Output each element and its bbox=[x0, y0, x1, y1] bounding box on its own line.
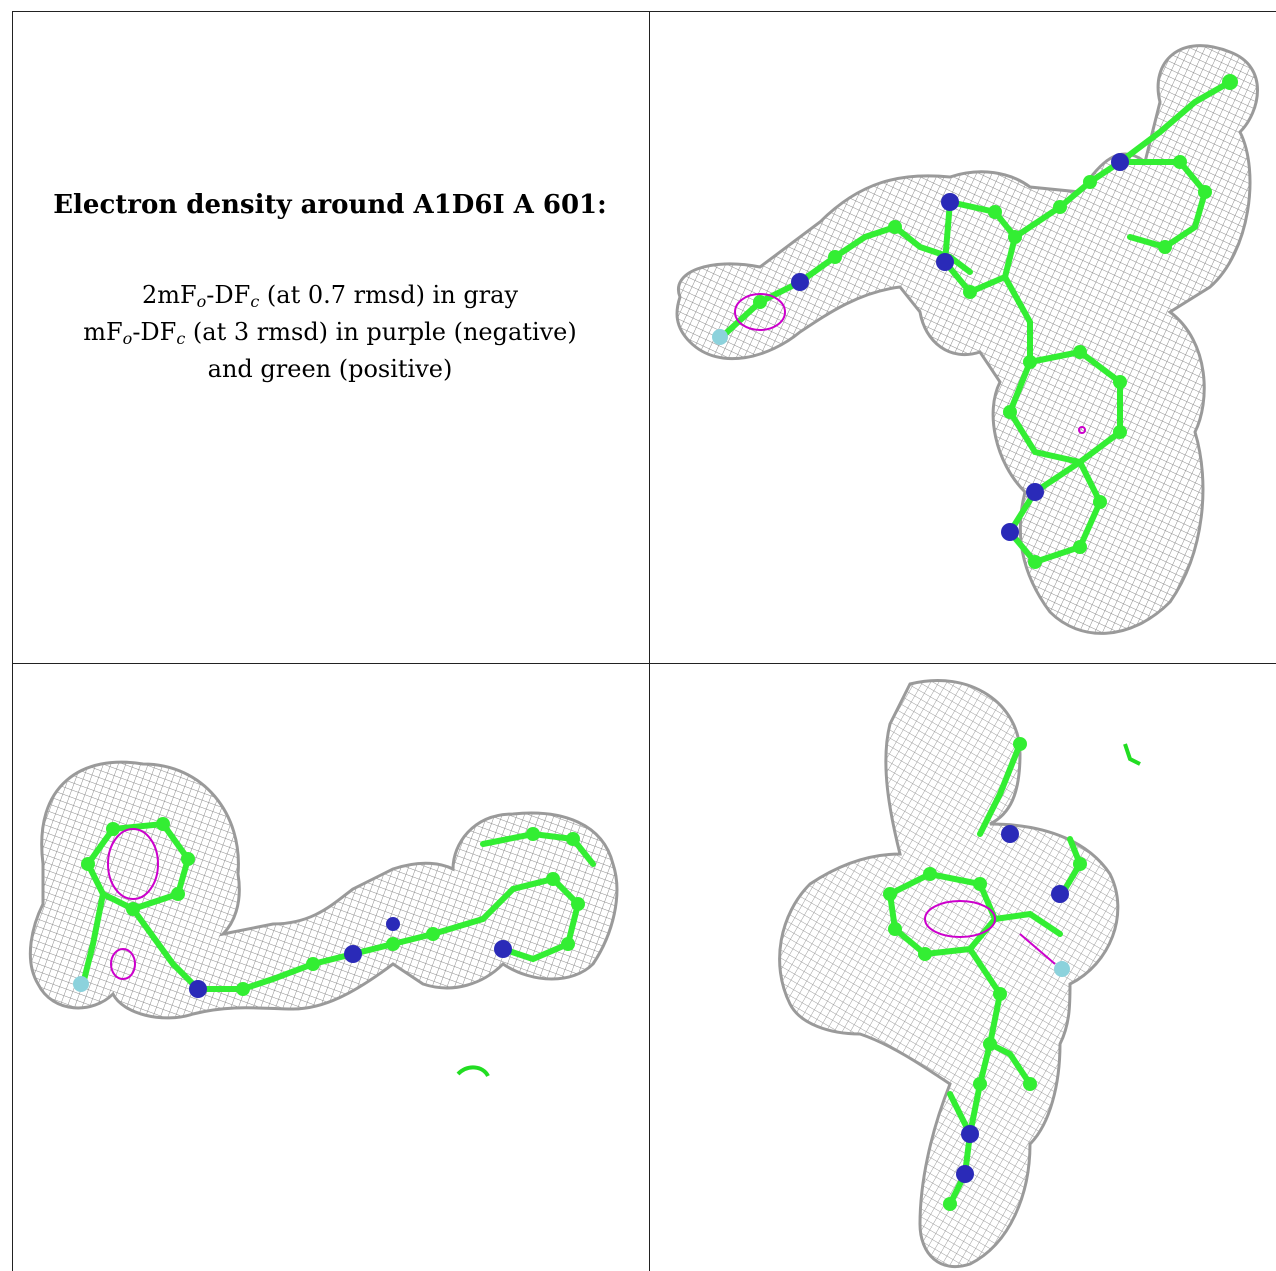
left-border bbox=[12, 11, 13, 1271]
legend-caption: Electron density around A1D6I A 601: 2mF… bbox=[12, 190, 648, 385]
caption-line-green: and green (positive) bbox=[207, 355, 453, 383]
nitrogen-atoms bbox=[791, 153, 1129, 541]
top-border bbox=[12, 11, 1276, 12]
carbon-atoms bbox=[883, 737, 1087, 1211]
nitrogen-atoms bbox=[189, 917, 512, 998]
density-view-bottom-left bbox=[28, 760, 619, 1078]
negative-difference-density bbox=[107, 828, 159, 980]
positive-difference-density bbox=[1123, 743, 1141, 766]
caption-line-2mfo: 2mFo-DFc (at 0.7 rmsd) in gray bbox=[141, 281, 519, 311]
caption-line-mfo: mFo-DFc (at 3 rmsd) in purple (negative) bbox=[83, 318, 577, 348]
negative-difference-density bbox=[924, 900, 1056, 965]
fluorine-atom bbox=[73, 976, 89, 992]
gray-density-mesh bbox=[28, 760, 619, 1020]
positive-difference-density bbox=[456, 1065, 490, 1078]
gray-density-mesh bbox=[778, 679, 1120, 1269]
fluorine-atom bbox=[1054, 961, 1070, 977]
ligand-bonds bbox=[886, 741, 1084, 1207]
ligand-bonds bbox=[80, 820, 596, 992]
carbon-atoms bbox=[81, 817, 585, 996]
middle-divider bbox=[12, 663, 1276, 664]
caption-title: Electron density around A1D6I A 601: bbox=[53, 190, 607, 220]
gray-density-mesh bbox=[675, 44, 1259, 635]
center-divider bbox=[649, 11, 650, 1271]
carbon-atoms bbox=[753, 74, 1238, 569]
density-view-bottom-right bbox=[778, 679, 1141, 1269]
fluorine-atom bbox=[712, 329, 728, 345]
density-view-top-right bbox=[675, 44, 1259, 635]
nitrogen-atoms bbox=[956, 825, 1069, 1183]
negative-difference-density bbox=[734, 293, 1086, 434]
